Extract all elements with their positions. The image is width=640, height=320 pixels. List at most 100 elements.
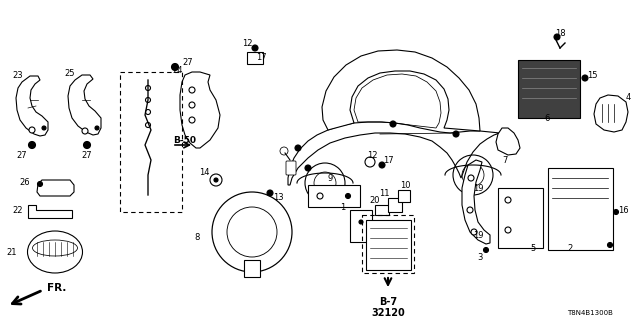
Circle shape bbox=[189, 117, 195, 123]
Circle shape bbox=[214, 178, 218, 182]
Circle shape bbox=[359, 220, 363, 224]
Bar bbox=[388, 198, 402, 212]
Circle shape bbox=[554, 34, 560, 40]
FancyBboxPatch shape bbox=[286, 161, 296, 175]
Circle shape bbox=[453, 131, 459, 137]
Text: 4: 4 bbox=[625, 92, 630, 101]
Polygon shape bbox=[68, 75, 101, 135]
Circle shape bbox=[145, 109, 150, 115]
Text: 26: 26 bbox=[20, 178, 30, 187]
Polygon shape bbox=[462, 160, 490, 244]
Circle shape bbox=[346, 194, 351, 198]
Polygon shape bbox=[28, 205, 72, 218]
Text: 5: 5 bbox=[531, 244, 536, 252]
Bar bbox=[247, 52, 263, 64]
Circle shape bbox=[505, 227, 511, 233]
Text: B-7: B-7 bbox=[379, 297, 397, 307]
Text: 32120: 32120 bbox=[371, 308, 405, 318]
Circle shape bbox=[483, 247, 488, 252]
Circle shape bbox=[295, 145, 301, 151]
Ellipse shape bbox=[28, 231, 83, 273]
Polygon shape bbox=[322, 50, 480, 131]
Circle shape bbox=[390, 121, 396, 127]
Bar bbox=[398, 190, 410, 202]
Circle shape bbox=[365, 157, 375, 167]
Text: 19: 19 bbox=[473, 230, 483, 239]
Text: T8N4B1300B: T8N4B1300B bbox=[567, 310, 613, 316]
Circle shape bbox=[471, 229, 477, 235]
Text: 25: 25 bbox=[65, 68, 76, 77]
Polygon shape bbox=[37, 180, 74, 196]
Bar bbox=[120, 72, 182, 212]
Text: 3: 3 bbox=[477, 253, 483, 262]
Text: 8: 8 bbox=[195, 233, 200, 242]
Text: 23: 23 bbox=[13, 70, 23, 79]
Circle shape bbox=[145, 85, 150, 91]
Polygon shape bbox=[496, 128, 520, 155]
Circle shape bbox=[305, 165, 311, 171]
Ellipse shape bbox=[33, 240, 77, 256]
Bar bbox=[366, 220, 411, 270]
Polygon shape bbox=[16, 76, 48, 136]
Text: 12: 12 bbox=[242, 38, 252, 47]
Text: 6: 6 bbox=[544, 114, 550, 123]
Bar bbox=[308, 185, 360, 207]
Circle shape bbox=[145, 123, 150, 127]
Text: 11: 11 bbox=[379, 188, 389, 197]
Text: 16: 16 bbox=[618, 205, 628, 214]
Circle shape bbox=[210, 174, 222, 186]
Circle shape bbox=[95, 126, 99, 130]
Circle shape bbox=[614, 210, 618, 214]
Text: 9: 9 bbox=[328, 173, 333, 182]
Circle shape bbox=[468, 175, 474, 181]
Polygon shape bbox=[244, 260, 260, 277]
Text: 2: 2 bbox=[568, 244, 573, 252]
Circle shape bbox=[145, 98, 150, 102]
Circle shape bbox=[82, 128, 88, 134]
Circle shape bbox=[42, 126, 46, 130]
Text: 13: 13 bbox=[273, 193, 284, 202]
Circle shape bbox=[252, 45, 258, 51]
Bar bbox=[362, 215, 414, 273]
Circle shape bbox=[38, 181, 42, 187]
Circle shape bbox=[83, 141, 90, 148]
Text: FR.: FR. bbox=[47, 283, 67, 293]
Text: 7: 7 bbox=[502, 156, 508, 164]
Text: 27: 27 bbox=[182, 58, 193, 67]
Circle shape bbox=[379, 162, 385, 168]
Text: 18: 18 bbox=[555, 28, 565, 37]
Polygon shape bbox=[180, 72, 220, 148]
Circle shape bbox=[189, 87, 195, 93]
Text: 27: 27 bbox=[17, 150, 28, 159]
Bar bbox=[518, 60, 580, 118]
Text: 20: 20 bbox=[370, 196, 380, 204]
Text: 21: 21 bbox=[7, 247, 17, 257]
Text: 1: 1 bbox=[340, 203, 346, 212]
Text: 15: 15 bbox=[587, 70, 597, 79]
Text: 17: 17 bbox=[256, 52, 266, 61]
Circle shape bbox=[189, 102, 195, 108]
Text: 14: 14 bbox=[199, 167, 209, 177]
Polygon shape bbox=[288, 122, 500, 185]
Text: 19: 19 bbox=[473, 183, 483, 193]
Circle shape bbox=[29, 127, 35, 133]
Circle shape bbox=[267, 190, 273, 196]
Text: 22: 22 bbox=[13, 205, 23, 214]
Bar bbox=[498, 188, 543, 248]
Circle shape bbox=[172, 63, 179, 70]
Polygon shape bbox=[594, 95, 628, 132]
Circle shape bbox=[582, 75, 588, 81]
Text: 17: 17 bbox=[383, 156, 394, 164]
Text: 12: 12 bbox=[367, 150, 377, 159]
Bar bbox=[375, 205, 389, 215]
Bar bbox=[548, 168, 613, 250]
Circle shape bbox=[29, 141, 35, 148]
Text: 24: 24 bbox=[173, 66, 183, 75]
Circle shape bbox=[505, 197, 511, 203]
Circle shape bbox=[467, 207, 473, 213]
Text: 10: 10 bbox=[400, 180, 410, 189]
Circle shape bbox=[317, 193, 323, 199]
Bar bbox=[350, 210, 372, 242]
Text: B-50: B-50 bbox=[173, 135, 196, 145]
Text: 27: 27 bbox=[82, 150, 92, 159]
